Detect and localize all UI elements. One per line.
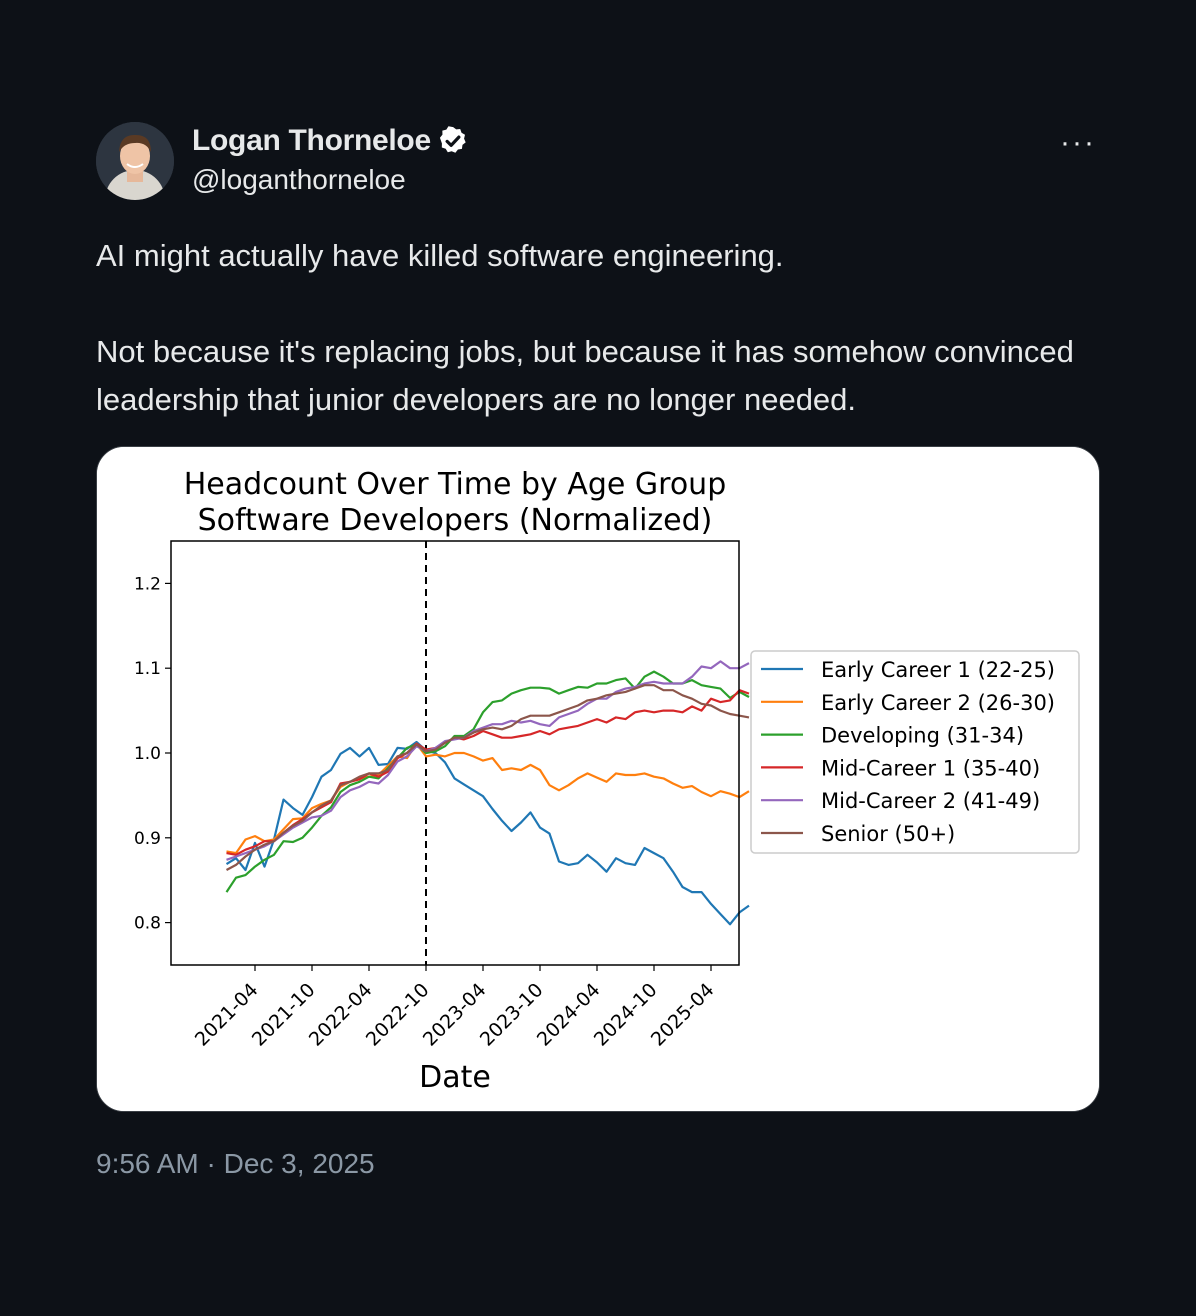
legend-entry: Early Career 1 (22-25) <box>821 658 1055 682</box>
legend: Early Career 1 (22-25) Early Career 2 (26… <box>750 650 1080 854</box>
y-axis: 0.8 0.9 1.0 1.1 1.2 <box>134 574 171 934</box>
series-lines <box>225 660 750 926</box>
legend-entry: Senior (50+) <box>821 822 955 846</box>
series-line <box>226 742 750 855</box>
chart-image[interactable]: Headcount Over Time by Age Group Softwar… <box>96 446 1100 1112</box>
tweet: Logan Thorneloe @loganthorneloe ··· AI m… <box>96 120 1100 1179</box>
series-line <box>226 660 750 861</box>
tweet-paragraph: Not because it's replacing jobs, but bec… <box>96 334 1074 417</box>
verified-badge-icon <box>439 126 466 153</box>
legend-entry: Developing (31-34) <box>821 724 1024 748</box>
avatar-photo-icon <box>96 122 174 200</box>
y-tick-label: 0.9 <box>134 829 161 849</box>
series-line <box>225 740 750 926</box>
y-tick-label: 1.0 <box>134 744 161 764</box>
tweet-header: Logan Thorneloe @loganthorneloe ··· <box>96 120 1100 202</box>
legend-entry: Mid-Career 1 (35-40) <box>821 756 1040 780</box>
plot-frame <box>170 540 740 966</box>
legend-entry: Mid-Career 2 (41-49) <box>821 789 1040 813</box>
author-handle[interactable]: @loganthorneloe <box>192 164 406 195</box>
more-options-icon[interactable]: ··· <box>1060 126 1096 159</box>
headcount-chart: Headcount Over Time by Age Group Softwar… <box>97 447 1099 1111</box>
legend-box <box>750 650 1080 854</box>
x-axis-label: Date <box>419 1060 491 1095</box>
chart-subtitle: Software Developers (Normalized) <box>198 503 713 538</box>
y-tick-label: 0.8 <box>134 914 161 934</box>
legend-entry: Early Career 2 (26-30) <box>821 691 1055 715</box>
tweet-timestamp[interactable]: 9:56 AM · Dec 3, 2025 <box>96 1148 375 1179</box>
tweet-text: AI might actually have killed software e… <box>96 232 1100 424</box>
series-line <box>225 670 750 893</box>
author-name[interactable]: Logan Thorneloe <box>192 124 431 157</box>
y-tick-label: 1.1 <box>134 659 161 679</box>
avatar[interactable] <box>96 122 174 200</box>
tweet-paragraph: AI might actually have killed software e… <box>96 238 784 273</box>
series-line <box>225 684 750 871</box>
chart-title: Headcount Over Time by Age Group <box>184 467 727 502</box>
y-tick-label: 1.2 <box>134 574 161 594</box>
